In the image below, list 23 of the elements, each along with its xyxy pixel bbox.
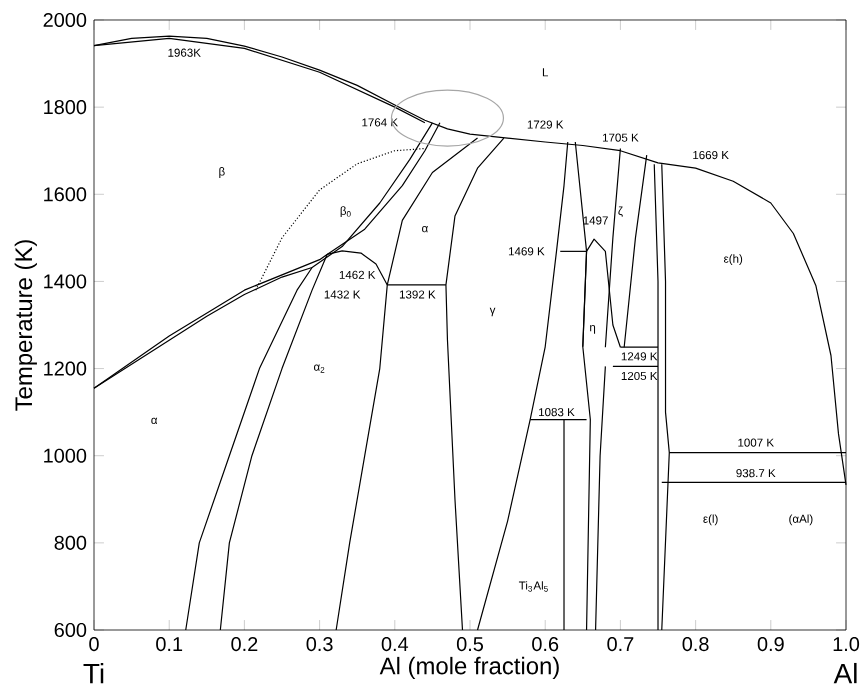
y-tick-label: 2000	[43, 12, 87, 28]
y-tick-label: 1000	[44, 448, 87, 463]
y-tick-label: 1600	[44, 187, 87, 202]
text: Ti	[83, 662, 104, 684]
x-tick-label: 1.0	[833, 637, 860, 652]
x-axis-title: Al (mole fraction)	[379, 656, 559, 680]
x-tick-label: 0.3	[306, 637, 333, 652]
x-tick-label: 0.9	[757, 637, 784, 652]
x-tick-label: 0.2	[231, 637, 258, 652]
x-tick-label: 0.4	[381, 637, 409, 652]
x-tick-label: 0.7	[607, 637, 634, 652]
y-axis-title: Temperature (K)	[14, 240, 37, 411]
x-tick-label: 0.1	[156, 637, 183, 652]
x-tick-label: 0.8	[682, 637, 709, 652]
y-tick-label: 1400	[44, 274, 87, 289]
y-tick-label: 600	[54, 622, 87, 638]
y-tick-label: 1200	[44, 361, 87, 376]
x-tick-label: 0	[89, 637, 99, 652]
x-tick-label: 0.5	[456, 637, 484, 652]
y-tick-label: 1800	[44, 100, 87, 115]
y-tick-label: 800	[54, 535, 87, 550]
x-tick-label: 0.6	[532, 637, 559, 652]
text: Al	[833, 662, 857, 684]
